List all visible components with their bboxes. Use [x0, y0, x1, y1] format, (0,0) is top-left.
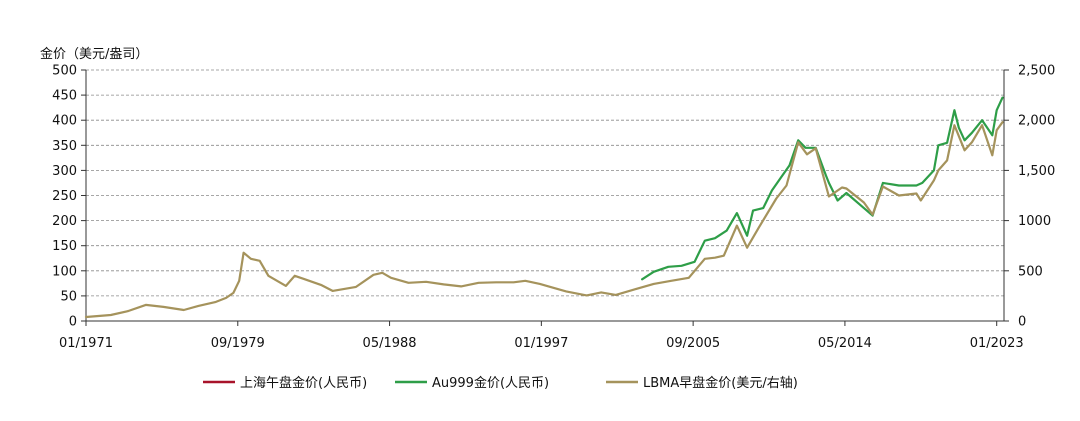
left-tick-label: 400: [52, 114, 77, 129]
left-tick-label: 150: [52, 239, 77, 254]
series-lines: [84, 96, 1004, 319]
right-tick-label: 1,500: [1018, 164, 1055, 179]
legend: 上海午盘金价(人民币) Au999金价(人民币) LBMA早盘金价(美元/右轴): [203, 375, 798, 391]
left-tick-label: 300: [52, 164, 77, 179]
left-axis-title: 金价（美元/盎司）: [40, 46, 148, 62]
right-tick-label: 1000: [1018, 214, 1051, 229]
legend-label-1: Au999金价(人民币): [432, 375, 549, 391]
left-tick-label: 250: [52, 189, 77, 204]
right-tick-label: 2,000: [1018, 114, 1055, 129]
x-tick-label: 05/2014: [818, 336, 872, 351]
left-tick-label: 50: [60, 289, 77, 304]
x-tick-label: 01/2023: [970, 336, 1024, 351]
axes: 0 50 100 150 200 250 300 350 400 450 500 0 500 1000 1,…: [52, 64, 1055, 352]
left-tick-label: 200: [52, 214, 77, 229]
series-line-1: [640, 96, 1004, 281]
right-tick-label: 0: [1018, 315, 1026, 330]
series-line-2: [84, 121, 1004, 319]
legend-label-0: 上海午盘金价(人民币): [240, 375, 367, 391]
x-tick-label: 01/1997: [514, 336, 568, 351]
left-tick-label: 0: [69, 315, 77, 330]
right-tick-label: 2,500: [1018, 64, 1055, 79]
left-tick-label: 350: [52, 139, 77, 154]
x-tick-label: 05/1988: [363, 336, 417, 351]
left-tick-label: 500: [52, 64, 77, 79]
gridlines: [86, 69, 1004, 297]
legend-label-2: LBMA早盘金价(美元/右轴): [643, 375, 798, 391]
x-tick-label: 01/1971: [59, 336, 113, 351]
left-tick-label: 100: [52, 264, 77, 279]
x-tick-label: 09/2005: [666, 336, 720, 351]
left-tick-label: 450: [52, 89, 77, 104]
right-tick-label: 500: [1018, 264, 1043, 279]
x-tick-label: 09/1979: [211, 336, 265, 351]
